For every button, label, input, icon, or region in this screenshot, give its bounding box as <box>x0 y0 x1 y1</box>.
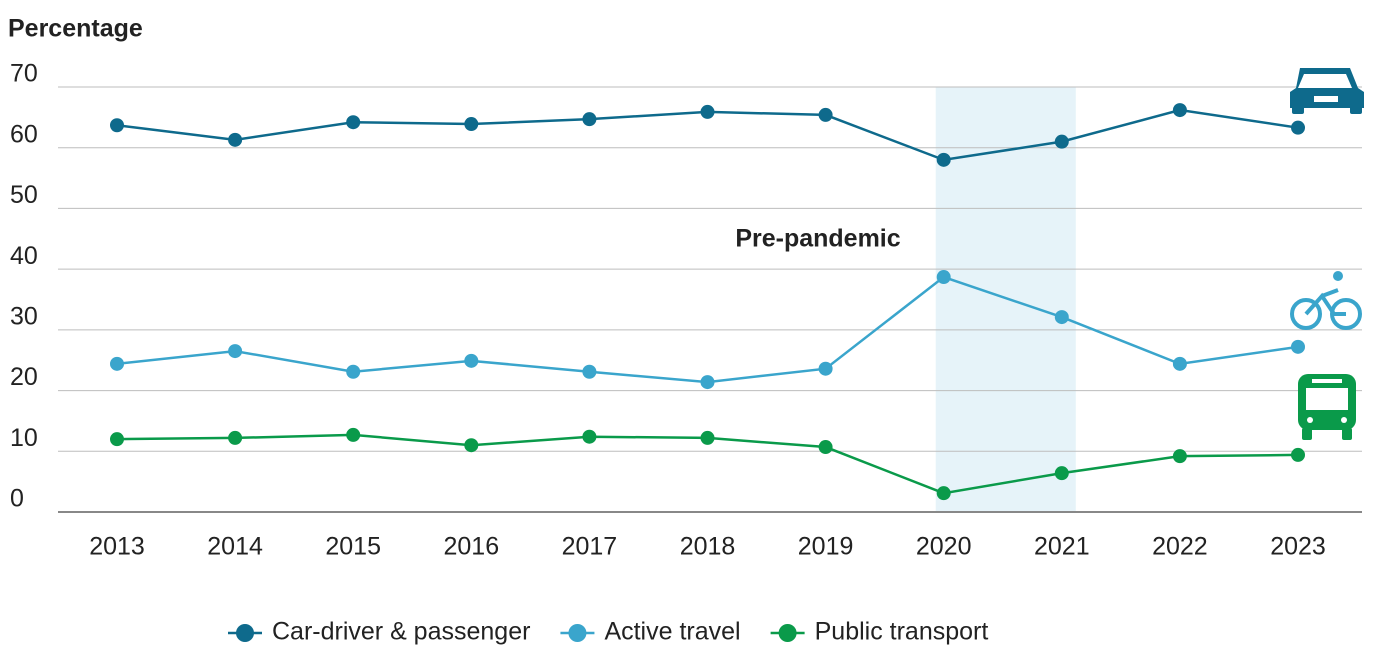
data-point <box>700 104 715 119</box>
data-point <box>110 356 124 371</box>
data-point <box>1172 356 1187 371</box>
data-point <box>818 107 833 122</box>
data-point <box>582 429 597 444</box>
data-point <box>464 438 479 453</box>
data-point <box>228 344 243 359</box>
y-tick-label: 70 <box>10 60 38 88</box>
grid: 0 10 20 30 40 50 60 70 <box>10 60 1362 513</box>
x-tick-label: 2017 <box>562 533 618 561</box>
y-tick-label: 30 <box>10 302 38 330</box>
y-tick-label: 40 <box>10 242 38 270</box>
y-tick-label: 20 <box>10 363 38 391</box>
data-point <box>1291 120 1305 135</box>
data-point <box>228 430 243 445</box>
y-axis-title: Percentage <box>8 15 143 43</box>
data-point <box>582 364 597 379</box>
x-tick-label: 2022 <box>1152 533 1208 561</box>
x-tick-label: 2014 <box>207 533 263 561</box>
data-point <box>818 361 833 376</box>
data-point <box>1291 447 1305 462</box>
x-tick-label: 2021 <box>1034 533 1090 561</box>
legend-label: Public transport <box>815 618 989 646</box>
x-tick-label: 2013 <box>89 533 145 561</box>
data-point <box>818 440 833 455</box>
data-point <box>1054 310 1069 325</box>
data-point <box>346 115 361 130</box>
y-tick-label: 50 <box>10 181 38 209</box>
bus-icon <box>1298 374 1356 440</box>
data-point <box>700 375 715 390</box>
legend-marker <box>568 624 587 642</box>
x-tick-label: 2020 <box>916 533 972 561</box>
y-tick-label: 60 <box>10 120 38 148</box>
x-tick-label: 2018 <box>680 533 736 561</box>
data-point <box>936 270 951 285</box>
legend-marker <box>778 624 797 642</box>
data-point <box>1172 449 1187 464</box>
legend: Car-driver & passenger Active travel Publi… <box>228 618 988 646</box>
data-point <box>936 486 951 501</box>
y-tick-label: 10 <box>10 424 38 452</box>
data-point <box>464 353 479 368</box>
x-tick-label: 2015 <box>325 533 381 561</box>
data-point <box>110 118 124 133</box>
legend-label: Active travel <box>604 618 740 646</box>
data-point <box>1054 134 1069 149</box>
data-point <box>700 430 715 445</box>
data-point <box>1172 103 1187 118</box>
data-point <box>464 117 479 132</box>
x-tick-label: 2016 <box>443 533 499 561</box>
data-point <box>346 364 361 379</box>
legend-label: Car-driver & passenger <box>272 618 530 646</box>
x-tick-label: 2023 <box>1270 533 1326 561</box>
data-point <box>110 432 124 447</box>
data-point <box>1291 339 1305 354</box>
bike-icon <box>1290 271 1362 330</box>
y-tick-label: 0 <box>10 485 24 513</box>
car-icon <box>1290 68 1364 114</box>
annotation: Pre-pandemic <box>735 225 900 253</box>
data-point <box>346 427 361 442</box>
data-point <box>1054 466 1069 481</box>
legend-marker <box>236 624 254 642</box>
data-point <box>936 152 951 167</box>
data-point <box>228 132 243 147</box>
data-point <box>582 112 597 127</box>
x-tick-label: 2019 <box>798 533 854 561</box>
